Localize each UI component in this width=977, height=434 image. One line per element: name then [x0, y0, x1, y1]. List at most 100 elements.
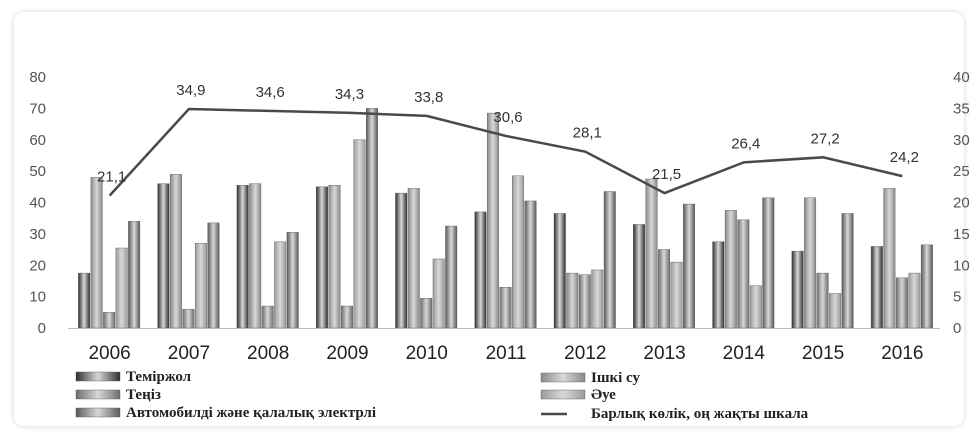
left-y-tick-label: 40 [29, 195, 46, 212]
x-tick-label: 2012 [564, 343, 606, 364]
bar [236, 185, 249, 329]
line-data-label: 34,3 [335, 86, 364, 103]
legend-label: Теңіз [126, 387, 161, 403]
x-axis: 2006 2007 2008 2009 2010 2011 2012 2013 2014 2015… [68, 328, 940, 364]
bar [566, 272, 579, 329]
bar [883, 188, 896, 329]
bar [908, 272, 921, 329]
right-y-tick-label: 25 [953, 163, 970, 180]
bar [407, 188, 420, 329]
bar [128, 221, 141, 329]
bar [169, 174, 182, 329]
bar [829, 293, 842, 329]
left-y-tick-label: 80 [29, 69, 46, 86]
bar [353, 139, 366, 329]
bar [870, 246, 883, 329]
right-y-tick-label: 20 [953, 195, 970, 212]
bar [645, 178, 658, 329]
line-data-label: 34,9 [176, 82, 205, 99]
right-y-axis: 0 5 10 15 20 25 30 35 40 [953, 69, 970, 337]
bar [316, 186, 328, 329]
bar [633, 224, 645, 329]
right-y-tick-label: 15 [953, 226, 970, 243]
bar [103, 312, 116, 329]
bar [553, 213, 566, 329]
bars [78, 108, 933, 329]
line-data-label: 30,6 [493, 109, 522, 126]
bar [432, 258, 445, 329]
right-y-tick-label: 0 [953, 320, 961, 337]
x-tick-label: 2007 [168, 343, 210, 364]
bar [791, 250, 804, 329]
legend-label: Автомобилді және қалалық электрлі [126, 405, 376, 421]
legend-swatch [75, 407, 121, 418]
left-y-tick-label: 20 [29, 257, 46, 274]
bar [658, 249, 670, 329]
bar [328, 185, 341, 329]
x-tick-label: 2010 [406, 343, 448, 364]
total-line: 21,1 34,9 34,6 34,3 33,8 30,6 28,1 21,5 26,4 27,2… [97, 82, 919, 197]
left-y-axis: 0 10 20 30 40 50 60 70 80 [29, 69, 46, 337]
bar [341, 305, 353, 329]
x-tick-label: 2016 [881, 343, 923, 364]
bar [420, 297, 433, 329]
legend-swatch [540, 389, 586, 400]
left-y-tick-label: 0 [38, 320, 46, 337]
left-y-tick-label: 10 [29, 289, 46, 306]
x-tick-label: 2015 [802, 343, 844, 364]
bar [286, 232, 299, 329]
bar [762, 197, 775, 329]
left-y-tick-label: 50 [29, 163, 46, 180]
legend: Теміржол Ішкі су Теңіз Әуе Автомобилді және … [75, 369, 809, 422]
bar [78, 272, 91, 329]
bar [474, 211, 487, 329]
bar [90, 177, 103, 329]
right-y-tick-label: 40 [953, 69, 970, 86]
left-y-tick-label: 60 [29, 132, 46, 149]
bar [724, 210, 737, 329]
right-y-tick-label: 10 [953, 257, 970, 274]
legend-label: Барлық көлік, оң жақты шкала [591, 406, 809, 422]
bar [749, 285, 762, 329]
bar [157, 183, 170, 329]
total-series-line [108, 107, 903, 197]
line-data-label: 28,1 [573, 125, 602, 142]
bar [499, 287, 512, 329]
legend-label: Ішкі су [591, 370, 641, 386]
bar [712, 241, 725, 329]
line-data-label: 21,5 [652, 166, 681, 183]
x-tick-label: 2008 [247, 343, 289, 364]
line-data-label: 24,2 [890, 149, 919, 166]
bar [274, 241, 287, 329]
bar [591, 269, 604, 329]
bar [445, 225, 458, 329]
bar [920, 244, 933, 329]
legend-swatch [75, 371, 121, 382]
legend-label: Теміржол [126, 369, 192, 385]
bar [207, 222, 220, 329]
line-data-label: 26,4 [731, 135, 760, 152]
bar [524, 200, 537, 329]
bar [395, 192, 408, 329]
bar [578, 274, 591, 329]
line-data-label: 33,8 [414, 89, 443, 106]
bar [261, 305, 274, 329]
right-y-tick-label: 35 [953, 100, 970, 117]
bar [366, 108, 378, 329]
bar [249, 183, 262, 329]
bar [115, 247, 128, 329]
legend-label: Әуе [591, 387, 616, 403]
line-data-label: 34,6 [256, 84, 285, 101]
left-y-tick-label: 30 [29, 226, 46, 243]
bar [194, 243, 207, 329]
bar [816, 272, 829, 329]
bar [487, 112, 499, 329]
bar [737, 219, 750, 329]
right-y-tick-label: 30 [953, 132, 970, 149]
bar [670, 261, 683, 329]
x-tick-label: 2011 [486, 343, 527, 364]
x-tick-label: 2009 [326, 343, 368, 364]
line-data-label: 27,2 [810, 130, 839, 147]
